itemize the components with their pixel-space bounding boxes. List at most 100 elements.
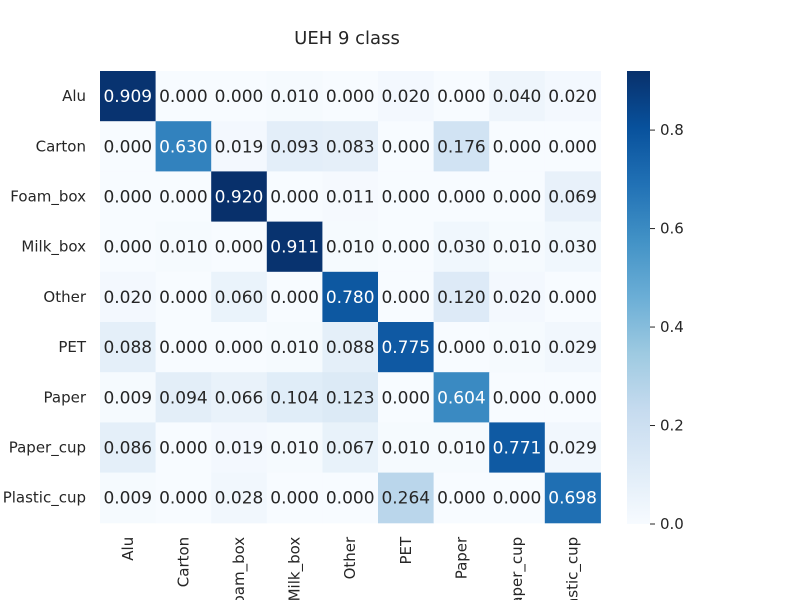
cell-value-label: 0.000 xyxy=(159,87,208,107)
heatmap-cell xyxy=(100,171,157,223)
cell-value-label: 0.000 xyxy=(215,87,264,107)
cell-value-label: 0.066 xyxy=(215,388,264,408)
heatmap-cell xyxy=(322,322,379,373)
cell-value-label: 0.104 xyxy=(270,388,319,408)
cell-value-label: 0.000 xyxy=(493,137,542,157)
heatmap-cell xyxy=(322,121,379,172)
heatmap-cell xyxy=(322,372,379,423)
heatmap-cell xyxy=(433,71,490,122)
heatmap-cell xyxy=(211,472,268,524)
cell-value-label: 0.120 xyxy=(437,288,486,308)
cell-value-label: 0.780 xyxy=(326,288,375,308)
heatmap-cell xyxy=(544,271,601,323)
cell-value-label: 0.086 xyxy=(103,439,152,459)
heatmap-cell xyxy=(433,221,490,273)
heatmap-cell xyxy=(155,171,212,223)
heatmap-cell xyxy=(378,221,435,273)
y-tick-label: Plastic_cup xyxy=(3,489,86,508)
heatmap-cell xyxy=(100,121,157,172)
cell-value-label: 0.176 xyxy=(437,137,486,157)
cell-value-label: 0.029 xyxy=(548,338,597,358)
y-tick-label: PET xyxy=(58,338,87,356)
colorbar: 0.0 0.2 0.4 0.6 0.8 xyxy=(627,71,684,533)
cell-value-label: 0.000 xyxy=(437,338,486,358)
heatmap-cell xyxy=(433,422,490,474)
cell-value-label: 0.020 xyxy=(103,288,152,308)
heatmap-cell xyxy=(266,221,323,273)
heatmap-cell xyxy=(155,322,212,373)
cell-value-label: 0.019 xyxy=(215,137,264,157)
heatmap-cell xyxy=(378,322,435,373)
cell-value-label: 0.019 xyxy=(215,439,264,459)
x-tick-label: Carton xyxy=(174,537,192,587)
x-tick-label: Other xyxy=(341,536,359,579)
cell-value-label: 0.000 xyxy=(270,489,319,509)
cell-value-label: 0.000 xyxy=(548,288,597,308)
heatmap-cell xyxy=(322,171,379,223)
cell-value-label: 0.009 xyxy=(103,388,152,408)
heatmap-cell xyxy=(100,221,157,273)
heatmap-cell xyxy=(100,71,157,122)
cell-value-label: 0.020 xyxy=(493,288,542,308)
cell-value-label: 0.000 xyxy=(159,188,208,208)
cell-value-label: 0.020 xyxy=(381,87,430,107)
y-tick-label: Carton xyxy=(36,137,86,155)
y-tick-label: Other xyxy=(43,288,86,306)
x-tick-label: PET xyxy=(397,536,415,565)
heatmap-cell xyxy=(155,472,212,524)
heatmap-cell xyxy=(100,422,157,474)
heatmap-cell xyxy=(322,71,379,122)
cell-value-label: 0.775 xyxy=(381,338,430,358)
cell-value-label: 0.088 xyxy=(326,338,375,358)
heatmap-cell xyxy=(211,171,268,223)
cell-value-label: 0.000 xyxy=(437,188,486,208)
heatmap-cell xyxy=(211,221,268,273)
x-tick-label: Alu xyxy=(119,537,137,561)
colorbar-gradient xyxy=(627,71,650,524)
heatmap-cell xyxy=(211,121,268,172)
cell-value-label: 0.911 xyxy=(270,238,319,258)
heatmap-cell xyxy=(489,422,546,474)
heatmap-cell xyxy=(266,422,323,474)
cell-value-label: 0.010 xyxy=(270,439,319,459)
y-tick-label: Milk_box xyxy=(21,238,86,257)
y-tick-labels: Alu Carton Foam_box Milk_box Other PET Paper Pa… xyxy=(3,87,87,508)
cell-value-label: 0.010 xyxy=(270,87,319,107)
heatmap-cell xyxy=(433,171,490,223)
cell-value-label: 0.083 xyxy=(326,137,375,157)
cell-value-label: 0.630 xyxy=(159,137,208,157)
heatmap-cell xyxy=(489,271,546,323)
heatmap-cell xyxy=(322,271,379,323)
heatmap-cell xyxy=(489,372,546,423)
cell-value-label: 0.094 xyxy=(159,388,208,408)
x-tick-label: Milk_box xyxy=(286,537,305,600)
heatmap-cell xyxy=(155,71,212,122)
cell-value-label: 0.000 xyxy=(381,388,430,408)
heatmap-cell xyxy=(544,221,601,273)
cell-value-label: 0.040 xyxy=(493,87,542,107)
cell-value-label: 0.010 xyxy=(493,238,542,258)
heatmap-cell xyxy=(433,271,490,323)
heatmap-cell xyxy=(544,121,601,172)
cell-value-label: 0.000 xyxy=(326,87,375,107)
heatmap-cell xyxy=(378,472,435,524)
cell-value-label: 0.010 xyxy=(326,238,375,258)
heatmap-cell xyxy=(544,322,601,373)
cell-value-label: 0.000 xyxy=(215,338,264,358)
cell-value-label: 0.010 xyxy=(159,238,208,258)
heatmap-cell xyxy=(266,171,323,223)
heatmap-cell xyxy=(100,472,157,524)
heatmap-cell xyxy=(489,221,546,273)
cell-value-label: 0.028 xyxy=(215,489,264,509)
x-tick-label: Paper xyxy=(452,536,470,579)
cell-value-label: 0.000 xyxy=(326,489,375,509)
cell-value-label: 0.771 xyxy=(493,439,542,459)
cell-value-label: 0.604 xyxy=(437,388,486,408)
heatmap-cell xyxy=(378,422,435,474)
cell-value-label: 0.000 xyxy=(103,188,152,208)
heatmap-cell xyxy=(322,422,379,474)
heatmap-cell xyxy=(544,71,601,122)
heatmap-cell xyxy=(155,271,212,323)
cell-value-label: 0.000 xyxy=(493,388,542,408)
